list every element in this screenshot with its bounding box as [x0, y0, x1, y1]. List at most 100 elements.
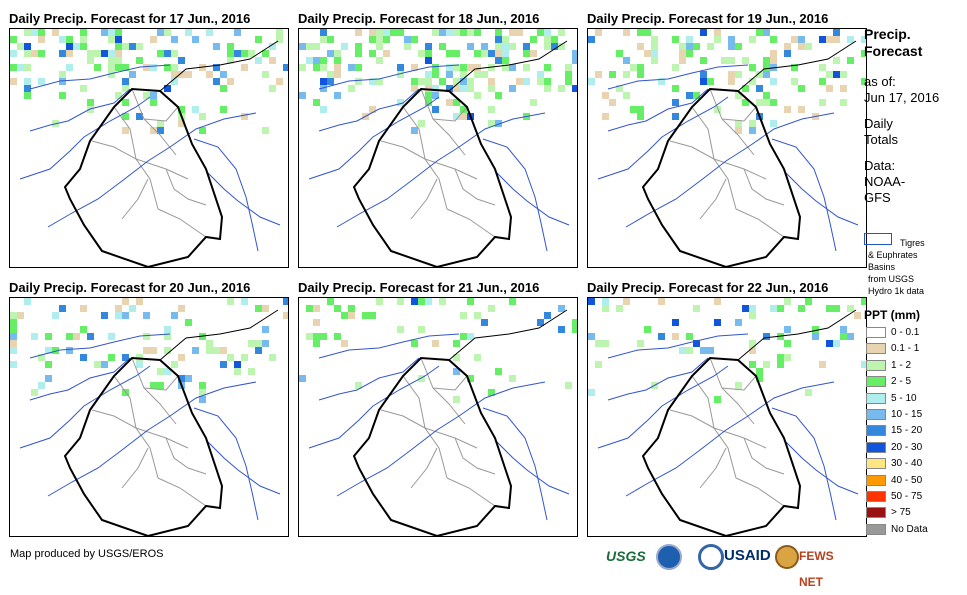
precip-cell: [595, 340, 602, 347]
precip-cell: [171, 50, 178, 57]
ppt-label: 10 - 15: [891, 409, 923, 420]
precip-cell: [136, 361, 143, 368]
precip-cell: [327, 71, 334, 78]
precip-cell: [679, 43, 686, 50]
precip-cell: [17, 64, 24, 71]
precip-cell: [432, 29, 439, 36]
basin-boundary: [29, 357, 131, 401]
precip-cell: [418, 375, 425, 382]
precip-cell: [523, 64, 530, 71]
basin-boundary: [205, 439, 281, 495]
precip-cell: [798, 43, 805, 50]
precip-cell: [509, 85, 516, 92]
basin-boundary: [29, 88, 131, 132]
precip-cell: [735, 92, 742, 99]
precip-cell: [551, 43, 558, 50]
precip-cell: [108, 354, 115, 361]
map-canvas: [10, 29, 288, 267]
precip-cell: [17, 43, 24, 50]
precip-cell: [24, 92, 31, 99]
precip-cell: [770, 120, 777, 127]
province-boundary: [157, 477, 207, 507]
precip-cell: [544, 64, 551, 71]
ppt-label: 20 - 30: [891, 441, 923, 453]
precip-cell: [227, 354, 234, 361]
precip-cell: [672, 36, 679, 43]
precip-cell: [763, 92, 770, 99]
precip-cell: [220, 106, 227, 113]
precip-cell: [199, 396, 206, 403]
province-boundary: [380, 409, 426, 429]
precip-cell: [791, 64, 798, 71]
precip-cell: [171, 78, 178, 85]
province-boundary: [420, 357, 466, 425]
basin-boundary: [19, 365, 151, 449]
precip-cell: [269, 85, 276, 92]
precip-cell: [791, 36, 798, 43]
province-boundary: [91, 140, 137, 160]
precip-cell: [80, 326, 87, 333]
basin-boundary: [318, 333, 460, 359]
precip-cell: [446, 64, 453, 71]
precip-cell: [623, 71, 630, 78]
precip-cell: [509, 29, 516, 36]
neighbor-border: [159, 40, 279, 92]
precip-cell: [460, 29, 467, 36]
precip-cell: [418, 78, 425, 85]
precip-cell: [523, 78, 530, 85]
precip-cell: [509, 43, 516, 50]
precip-cell: [10, 50, 17, 57]
precip-cell: [327, 36, 334, 43]
data-source: NOAA-: [864, 174, 906, 189]
basin-boundary: [318, 357, 420, 401]
precip-map: [9, 28, 289, 268]
precip-cell: [24, 298, 31, 305]
precip-cell: [588, 298, 595, 305]
precip-cell: [411, 36, 418, 43]
precip-cell: [742, 305, 749, 312]
province-boundary: [721, 106, 757, 122]
precip-cell: [693, 43, 700, 50]
precip-cell: [735, 127, 742, 134]
precip-cell: [334, 305, 341, 312]
precip-cell: [171, 71, 178, 78]
precip-cell: [269, 57, 276, 64]
precip-cell: [115, 64, 122, 71]
precip-cell: [355, 43, 362, 50]
province-boundary: [709, 88, 755, 156]
neighbor-border: [448, 309, 568, 361]
ppt-label: No Data: [891, 523, 928, 535]
precip-cell: [432, 340, 439, 347]
precip-cell: [502, 50, 509, 57]
precip-cell: [299, 64, 306, 71]
precip-cell: [467, 43, 474, 50]
precip-cell: [572, 57, 577, 64]
precip-cell: [819, 361, 826, 368]
precip-cell: [411, 298, 418, 305]
precip-cell: [10, 64, 17, 71]
precip-cell: [213, 43, 220, 50]
ppt-swatch: [866, 359, 886, 371]
precip-cell: [334, 333, 341, 340]
panel-title: Daily Precip. Forecast for 18 Jun., 2016: [298, 11, 540, 26]
precip-cell: [241, 354, 248, 361]
precip-cell: [488, 389, 495, 396]
precip-cell: [777, 305, 784, 312]
precip-cell: [812, 326, 819, 333]
precip-cell: [306, 333, 313, 340]
precip-cell: [199, 389, 206, 396]
precip-cell: [588, 333, 595, 340]
precip-cell: [544, 43, 551, 50]
basin-boundary: [597, 96, 729, 180]
precip-cell: [10, 340, 17, 347]
precip-cell: [115, 92, 122, 99]
precip-cell: [199, 113, 206, 120]
precip-cell: [376, 298, 383, 305]
ppt-label: 0 - 0.1: [891, 327, 920, 338]
precip-cell: [798, 36, 805, 43]
precip-cell: [728, 78, 735, 85]
usgs-logo: USGS: [606, 543, 646, 571]
precip-cell: [220, 85, 227, 92]
precip-cell: [481, 43, 488, 50]
precip-cell: [749, 78, 756, 85]
